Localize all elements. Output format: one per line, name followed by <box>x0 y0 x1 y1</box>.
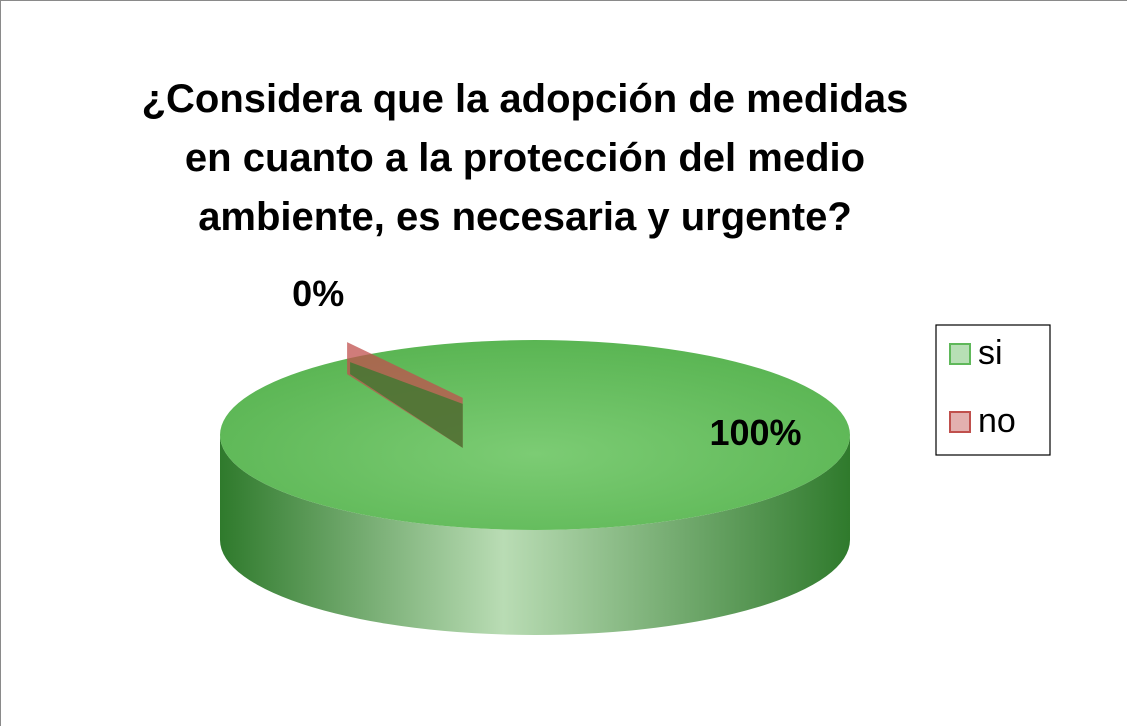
slice-side <box>220 435 850 635</box>
data-label: 0% <box>292 273 344 314</box>
legend-label: si <box>978 334 1003 372</box>
legend-swatch <box>949 343 971 365</box>
legend-swatch <box>949 411 971 433</box>
chart-title: ¿Considera que la adopción de medidas en… <box>141 77 909 239</box>
legend-box <box>935 324 1051 456</box>
slice-face-shadow <box>350 362 463 448</box>
data-label: 100% <box>709 412 801 453</box>
legend-label: no <box>978 402 1016 440</box>
